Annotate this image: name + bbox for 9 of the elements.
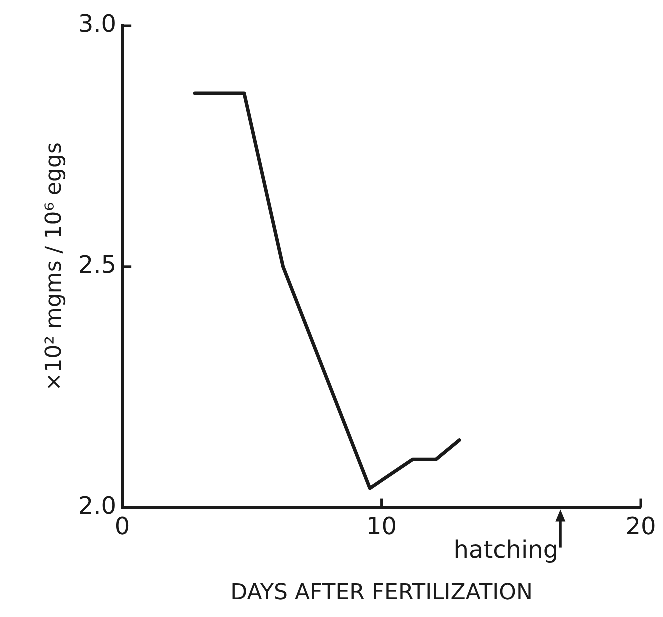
text: hatching [454,536,559,564]
x-tick-label: 0 [114,512,130,540]
x-axis-title: DAYS AFTER FERTILIZATION [230,580,533,606]
y-axis-title: ×10² mgms / 10⁶ eggs [42,142,67,392]
y-tick-label: 2.0 [78,492,117,520]
y-tick-label: 2.5 [78,251,117,280]
x-tick-label: 10 [366,512,398,540]
x-tick-label: 20 [626,512,656,540]
y-tick-label: 3.0 [78,10,117,38]
